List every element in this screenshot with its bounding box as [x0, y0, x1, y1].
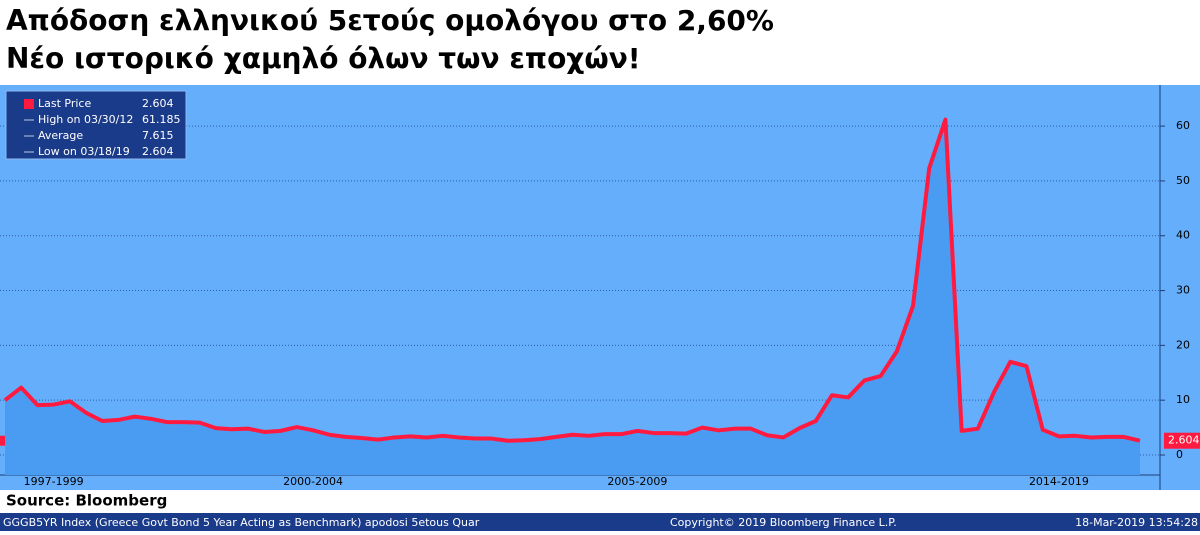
y-tick-label: 10 — [1176, 393, 1190, 406]
line — [3, 117, 1141, 443]
x-tick-label: 2014-2019 — [1029, 475, 1089, 488]
legend-label: Low on 03/18/19 — [38, 145, 130, 158]
legend-label: Average — [38, 129, 83, 142]
y-tick-label: 40 — [1176, 229, 1190, 242]
y-tick-label: 60 — [1176, 119, 1190, 132]
x-tick-label: 2005-2009 — [607, 475, 667, 488]
last-price-label: 2.604 — [1168, 434, 1200, 447]
plot-area — [0, 85, 1160, 475]
x-tick-label: 1997-1999 — [24, 475, 84, 488]
footer-text: 18-Mar-2019 13:54:28 — [1075, 516, 1198, 529]
footer-text: GGGB5YR Index (Greece Govt Bond 5 Year A… — [3, 516, 480, 529]
last-price-marker — [0, 435, 5, 446]
chart-title: Απόδοση ελληνικού 5ετούς ομολόγου στο 2,… — [6, 4, 774, 37]
footer-text: Copyright© 2019 Bloomberg Finance L.P. — [670, 516, 897, 529]
legend-label: High on 03/30/12 — [38, 113, 133, 126]
area — [5, 119, 1140, 475]
y-tick-label: 50 — [1176, 174, 1190, 187]
legend-value: 2.604 — [142, 97, 174, 110]
y-tick-label: 20 — [1176, 338, 1190, 351]
x-axis-band — [0, 475, 1200, 490]
footer-bar — [0, 513, 1200, 531]
last-price-tag — [1164, 432, 1200, 449]
source: Source: Bloomberg — [6, 492, 167, 510]
legend-value: 2.604 — [142, 145, 174, 158]
legend-label: Last Price — [38, 97, 91, 110]
x-tick-label: 2000-2004 — [283, 475, 343, 488]
chart-subtitle: Νέο ιστορικό χαμηλό όλων των εποχών! — [6, 42, 641, 75]
y-tick-label: 0 — [1176, 448, 1183, 461]
legend-swatch — [24, 99, 34, 109]
legend-value: 7.615 — [142, 129, 174, 142]
axis-area — [1160, 85, 1200, 475]
legend-box — [5, 90, 187, 160]
y-tick-label: 30 — [1176, 284, 1190, 297]
legend-value: 61.185 — [142, 113, 181, 126]
